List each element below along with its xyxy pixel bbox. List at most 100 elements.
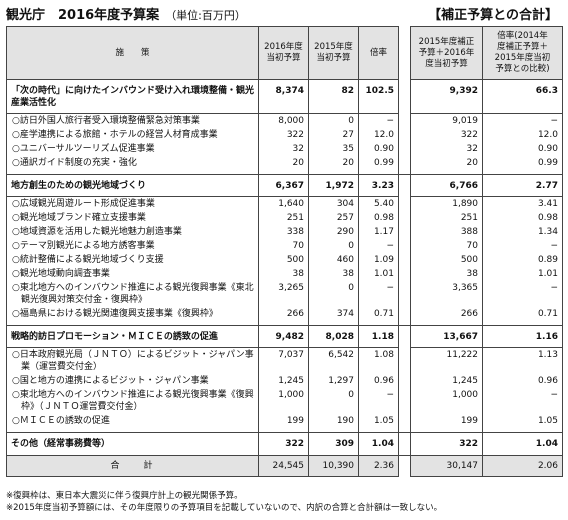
gap [398, 374, 411, 388]
cell: 251 [410, 211, 483, 225]
cell: 266 [258, 307, 309, 326]
cell: 1,890 [410, 196, 483, 211]
title: 観光庁 2016年度予算案 （単位:百万円） [6, 4, 246, 23]
row-label: ○ユニバーサルツーリズム促進事業 [6, 142, 259, 156]
cell: 0 [308, 281, 359, 307]
cell: 0.90 [358, 142, 399, 156]
cell: 0.99 [482, 156, 563, 175]
row: 「次の時代」に向けたインバウンド受け入れ環境整備・観光産業活性化 8,374 82 1… [6, 79, 563, 114]
cell: 322 [258, 432, 309, 456]
cell: 8,374 [258, 79, 309, 114]
budget-table: 施 策 2016年度 当初予算 2015年度 当初予算 倍率 2015年度補正 予算＋2… [6, 26, 563, 477]
cell: 38 [308, 267, 359, 281]
row: 戦略的訪日プロモーション・ＭＩＣＥの誘致の促進 9,482 8,028 1.18 13,… [6, 325, 563, 348]
row-label: ○統計整備による観光地域づくり支援 [6, 253, 259, 267]
cell: 0.96 [358, 374, 399, 388]
cell: 374 [308, 307, 359, 326]
column-header: 2015年度補正 予算＋2016年 度当初予算 [410, 26, 483, 80]
gap [398, 225, 411, 239]
cell: 3.41 [482, 196, 563, 211]
cell: 66.3 [482, 79, 563, 114]
gap [398, 239, 411, 253]
cell: 2.77 [482, 174, 563, 197]
cell: 12.0 [482, 128, 563, 142]
cell: 266 [410, 307, 483, 326]
cell: 251 [258, 211, 309, 225]
column-header: 2015年度 当初予算 [308, 26, 359, 80]
row: ○地域資源を活用した観光地魅力創造事業 338 290 1.17 388 1.34 [6, 225, 563, 239]
cell: 309 [308, 432, 359, 456]
cell: 1,245 [410, 374, 483, 388]
cell: − [482, 239, 563, 253]
cell: 500 [410, 253, 483, 267]
cell: 1.05 [358, 414, 399, 433]
row-label: ○福島県における観光関連復興支援事業《復興枠》 [6, 307, 259, 326]
row-label: ○東北地方へのインバウンド推進による観光復興事業《東北観光復興対策交付金・復興枠… [6, 281, 259, 307]
row: 合 計 24,545 10,390 2.36 30,147 2.06 [6, 455, 563, 477]
gap [398, 281, 411, 307]
cell: 24,545 [258, 455, 309, 477]
column-header: 倍率 [358, 26, 399, 80]
cell: 500 [258, 253, 309, 267]
row: ○通訳ガイド制度の充実・強化 20 20 0.99 20 0.99 [6, 156, 563, 175]
cell: 6,766 [410, 174, 483, 197]
cell: 13,667 [410, 325, 483, 348]
cell: 9,392 [410, 79, 483, 114]
row: ○テーマ別観光による地方誘客事業 70 0−70− [6, 239, 563, 253]
row: ○ユニバーサルツーリズム促進事業 32 35 0.90 32 0.90 [6, 142, 563, 156]
row: ○観光地域ブランド確立支援事業 251 257 0.98 251 0.98 [6, 211, 563, 225]
row: ○訪日外国人旅行者受入環境整備緊急対策事業 8,000 0−9,019− [6, 113, 563, 128]
cell: 1.09 [358, 253, 399, 267]
unit: （単位:百万円） [165, 9, 246, 22]
cell: 1.34 [482, 225, 563, 239]
row-label: その他（経常事務費等） [6, 432, 259, 456]
table-body: 「次の時代」に向けたインバウンド受け入れ環境整備・観光産業活性化 8,374 82 1… [6, 79, 563, 477]
cell: 6,367 [258, 174, 309, 197]
cell: 1.13 [482, 347, 563, 374]
gap [398, 142, 411, 156]
cell: 1.08 [358, 347, 399, 374]
cell: 8,028 [308, 325, 359, 348]
gap [398, 307, 411, 326]
cell: 322 [410, 128, 483, 142]
gap [398, 128, 411, 142]
cell: 1,000 [410, 388, 483, 414]
gap [398, 211, 411, 225]
gap [398, 174, 411, 197]
cell: 1.16 [482, 325, 563, 348]
cell: 338 [258, 225, 309, 239]
cell: 70 [258, 239, 309, 253]
gap [398, 325, 411, 348]
note: ※復興枠は、東日本大震災に伴う復興庁計上の観光関係予算。 [6, 491, 243, 501]
cell: 0.71 [358, 307, 399, 326]
cell: 9,019 [410, 113, 483, 128]
cell: 1,972 [308, 174, 359, 197]
row-label: 戦略的訪日プロモーション・ＭＩＣＥの誘致の促進 [6, 325, 259, 348]
cell: 12.0 [358, 128, 399, 142]
cell: 1.01 [358, 267, 399, 281]
cell: 11,222 [410, 347, 483, 374]
cell: 322 [258, 128, 309, 142]
cell: 304 [308, 196, 359, 211]
column-header: 2016年度 当初予算 [258, 26, 309, 80]
cell: 20 [308, 156, 359, 175]
cell: 460 [308, 253, 359, 267]
gap [398, 388, 411, 414]
row-label: ○地域資源を活用した観光地魅力創造事業 [6, 225, 259, 239]
cell: 0 [308, 388, 359, 414]
cell: 9,482 [258, 325, 309, 348]
cell: − [482, 113, 563, 128]
row: ○福島県における観光関連復興支援事業《復興枠》 266 374 0.71 266 0.71 [6, 307, 563, 326]
row-label: ○東北地方へのインバウンド推進による観光復興事業《復興枠》（ＪＮＴＯ運営費交付金… [6, 388, 259, 414]
notes: ※復興枠は、東日本大震災に伴う復興庁計上の観光関係予算。 ※2015年度当初予算額… [6, 490, 442, 514]
cell: 0.90 [482, 142, 563, 156]
cell: 257 [308, 211, 359, 225]
cell: − [358, 281, 399, 307]
gap [398, 455, 411, 477]
row-label: 地方創生のための観光地域づくり [6, 174, 259, 197]
cell: 38 [258, 267, 309, 281]
column-header: 施 策 [6, 26, 259, 80]
row-label: ○広域観光周遊ルート形成促進事業 [6, 196, 259, 211]
gap [398, 267, 411, 281]
cell: 5.40 [358, 196, 399, 211]
